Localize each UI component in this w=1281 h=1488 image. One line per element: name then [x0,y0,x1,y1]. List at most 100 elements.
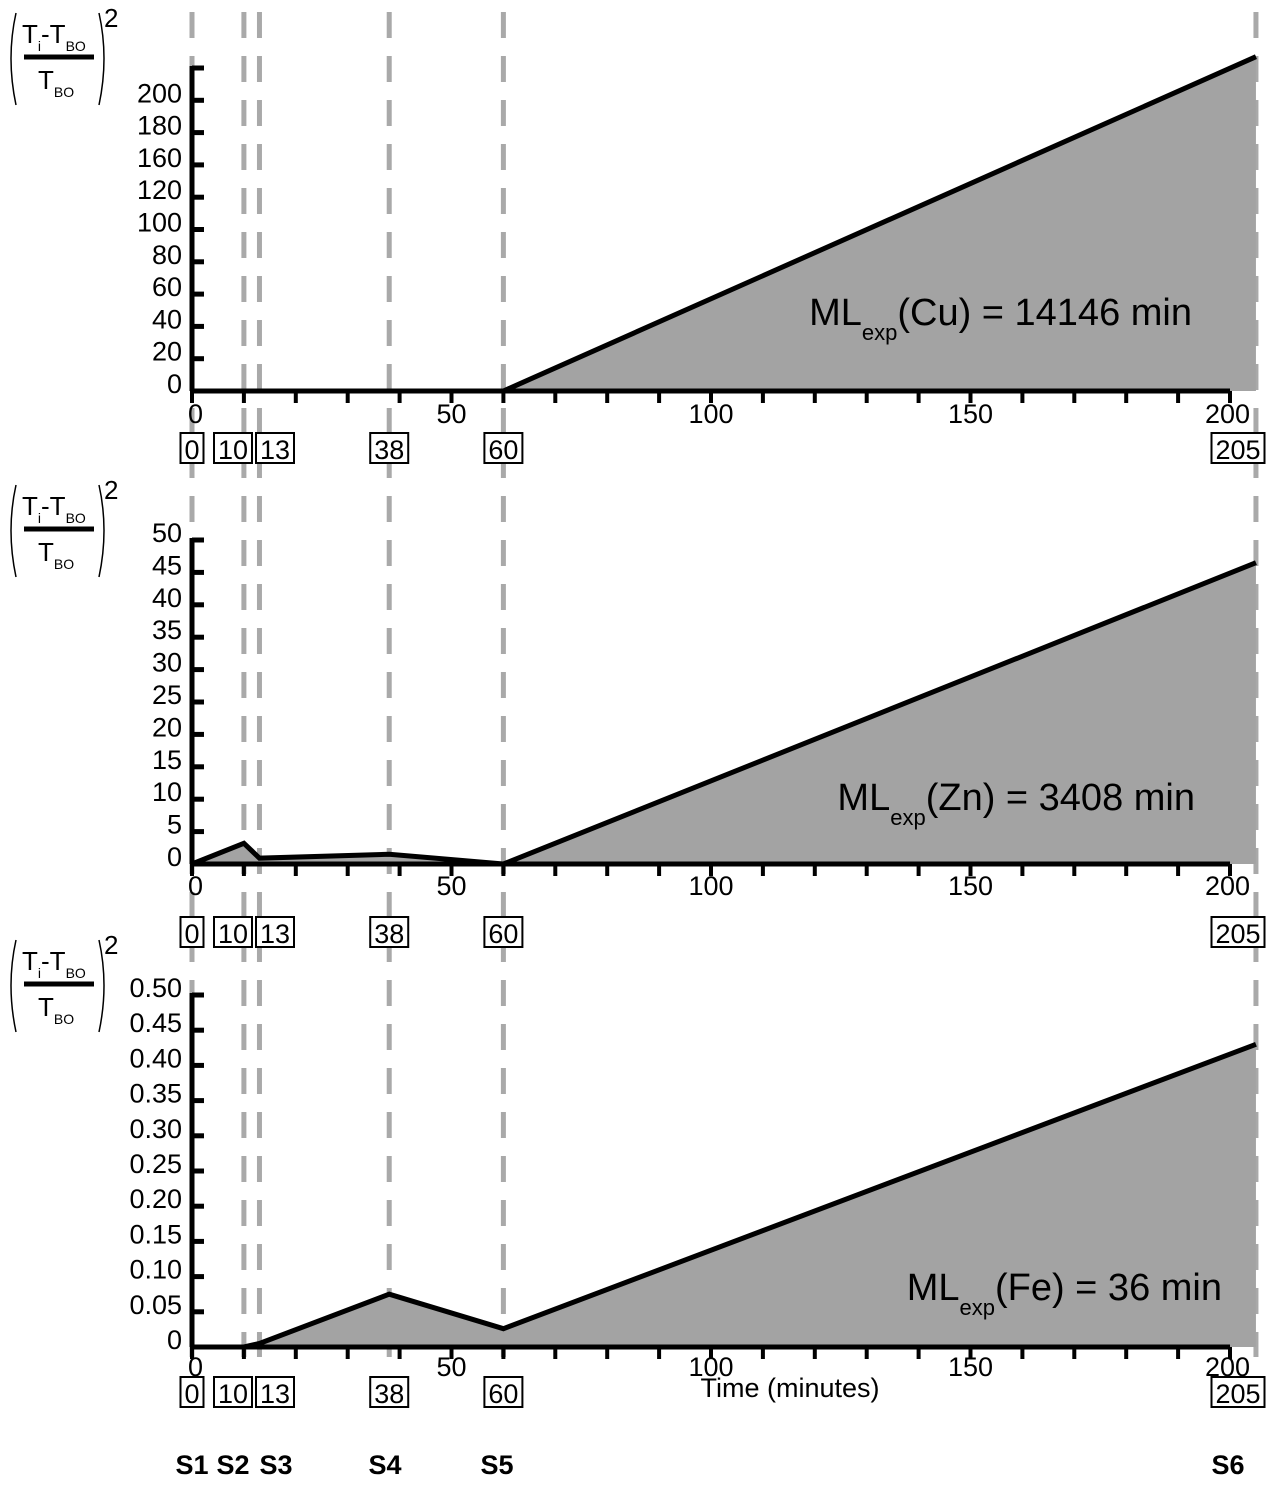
sampling-time-label: 205 [1215,919,1260,949]
sampling-time-box-10: 10 [214,1377,252,1409]
den-t: T [38,537,54,567]
x-tick-label: 50 [436,1352,466,1382]
paren-left [11,485,16,577]
y-label-numerator: Ti-TBO [22,491,86,526]
y-tick-label: 0 [167,369,182,399]
annotation-main: ML [809,292,862,334]
annotation-sub: exp [959,1295,994,1320]
y-tick-label: 0.10 [129,1255,182,1285]
y-tick-label: 5 [167,810,182,840]
sampling-time-label: 10 [218,435,248,465]
y-tick-label: 160 [137,143,182,173]
paren-left [11,940,16,1032]
y-tick-label: 100 [137,208,182,238]
y-tick-label: 60 [152,272,182,302]
stage-label-s6: S6 [1211,1450,1244,1480]
sampling-time-label: 38 [374,919,404,949]
sampling-time-label: 38 [374,435,404,465]
y-tick-label: 0.45 [129,1008,182,1038]
annotation-main: ML [837,777,890,819]
sampling-time-label: 0 [184,435,199,465]
num-bo-sub: BO [66,38,86,54]
sampling-time-label: 13 [260,1379,290,1409]
x-tick-label: 100 [688,399,733,429]
x-tick-label: 50 [436,871,466,901]
sampling-time-box-10: 10 [214,433,252,465]
x-tick-label: 100 [688,871,733,901]
y-label-numerator: Ti-TBO [22,946,86,981]
y-tick-label: 0.40 [129,1043,182,1073]
y-label-numerator: Ti-TBO [22,19,86,54]
y-tick-label: 35 [152,615,182,645]
y-tick-label: 0.15 [129,1219,182,1249]
stage-label-s4: S4 [368,1450,401,1480]
y-tick-label: 80 [152,240,182,270]
den-bo-sub: BO [54,1011,74,1027]
y-tick-label: 20 [152,712,182,742]
num-t: T [22,491,38,521]
num-minus-t: -T [41,19,66,49]
sampling-time-label: 60 [488,435,518,465]
sampling-time-label: 205 [1215,1379,1260,1409]
y-tick-label: 20 [152,337,182,367]
x-tick-label: 200 [1205,871,1250,901]
y-tick-label: 0 [167,842,182,872]
num-t: T [22,946,38,976]
y-label-denominator: TBO [38,992,74,1027]
sampling-time-label: 38 [374,1379,404,1409]
sampling-time-box-0: 0 [181,433,204,465]
sampling-time-label: 13 [260,435,290,465]
sampling-time-box-205: 205 [1212,433,1265,465]
sampling-time-box-205: 205 [1212,917,1265,949]
sampling-time-label: 60 [488,919,518,949]
sampling-time-label: 205 [1215,435,1260,465]
x-tick-label: 150 [948,871,993,901]
x-tick-label: 50 [436,399,466,429]
y-tick-label: 0 [167,1325,182,1355]
y-label-power: 2 [104,3,118,33]
y-tick-label: 25 [152,680,182,710]
y-tick-label: 10 [152,777,182,807]
y-tick-label: 0.05 [129,1290,182,1320]
annotation-sub: exp [862,320,897,345]
sampling-time-box-13: 13 [256,433,294,465]
sampling-time-box-60: 60 [484,917,522,949]
den-t: T [38,992,54,1022]
y-tick-label: 180 [137,111,182,141]
x-axis-label: Time (minutes) [700,1373,879,1403]
y-tick-label: 0.30 [129,1114,182,1144]
annotation-main: ML [907,1267,960,1309]
sampling-time-box-0: 0 [181,1377,204,1409]
x-tick-label: 0 [188,399,203,429]
annotation-rest: (Zn) = 3408 min [926,777,1195,819]
annotation-sub: exp [890,805,925,830]
stage-label-s1: S1 [175,1450,208,1480]
y-tick-label: 0.50 [129,973,182,1003]
sampling-time-box-60: 60 [484,1377,522,1409]
area-fill [192,57,1256,391]
stage-label-s2: S2 [216,1450,249,1480]
paren-left [11,13,16,105]
sampling-time-box-60: 60 [484,433,522,465]
y-label-power: 2 [104,930,118,960]
sampling-time-box-0: 0 [181,917,204,949]
x-tick-label: 200 [1205,399,1250,429]
den-bo-sub: BO [54,556,74,572]
sampling-time-box-13: 13 [256,1377,294,1409]
y-tick-label: 40 [152,583,182,613]
sampling-time-box-13: 13 [256,917,294,949]
y-tick-label: 50 [152,518,182,548]
x-tick-label: 0 [188,871,203,901]
num-bo-sub: BO [66,510,86,526]
den-bo-sub: BO [54,84,74,100]
x-tick-label: 150 [948,1352,993,1382]
sampling-time-label: 13 [260,919,290,949]
sampling-time-box-205: 205 [1212,1377,1265,1409]
y-tick-label: 0.20 [129,1184,182,1214]
